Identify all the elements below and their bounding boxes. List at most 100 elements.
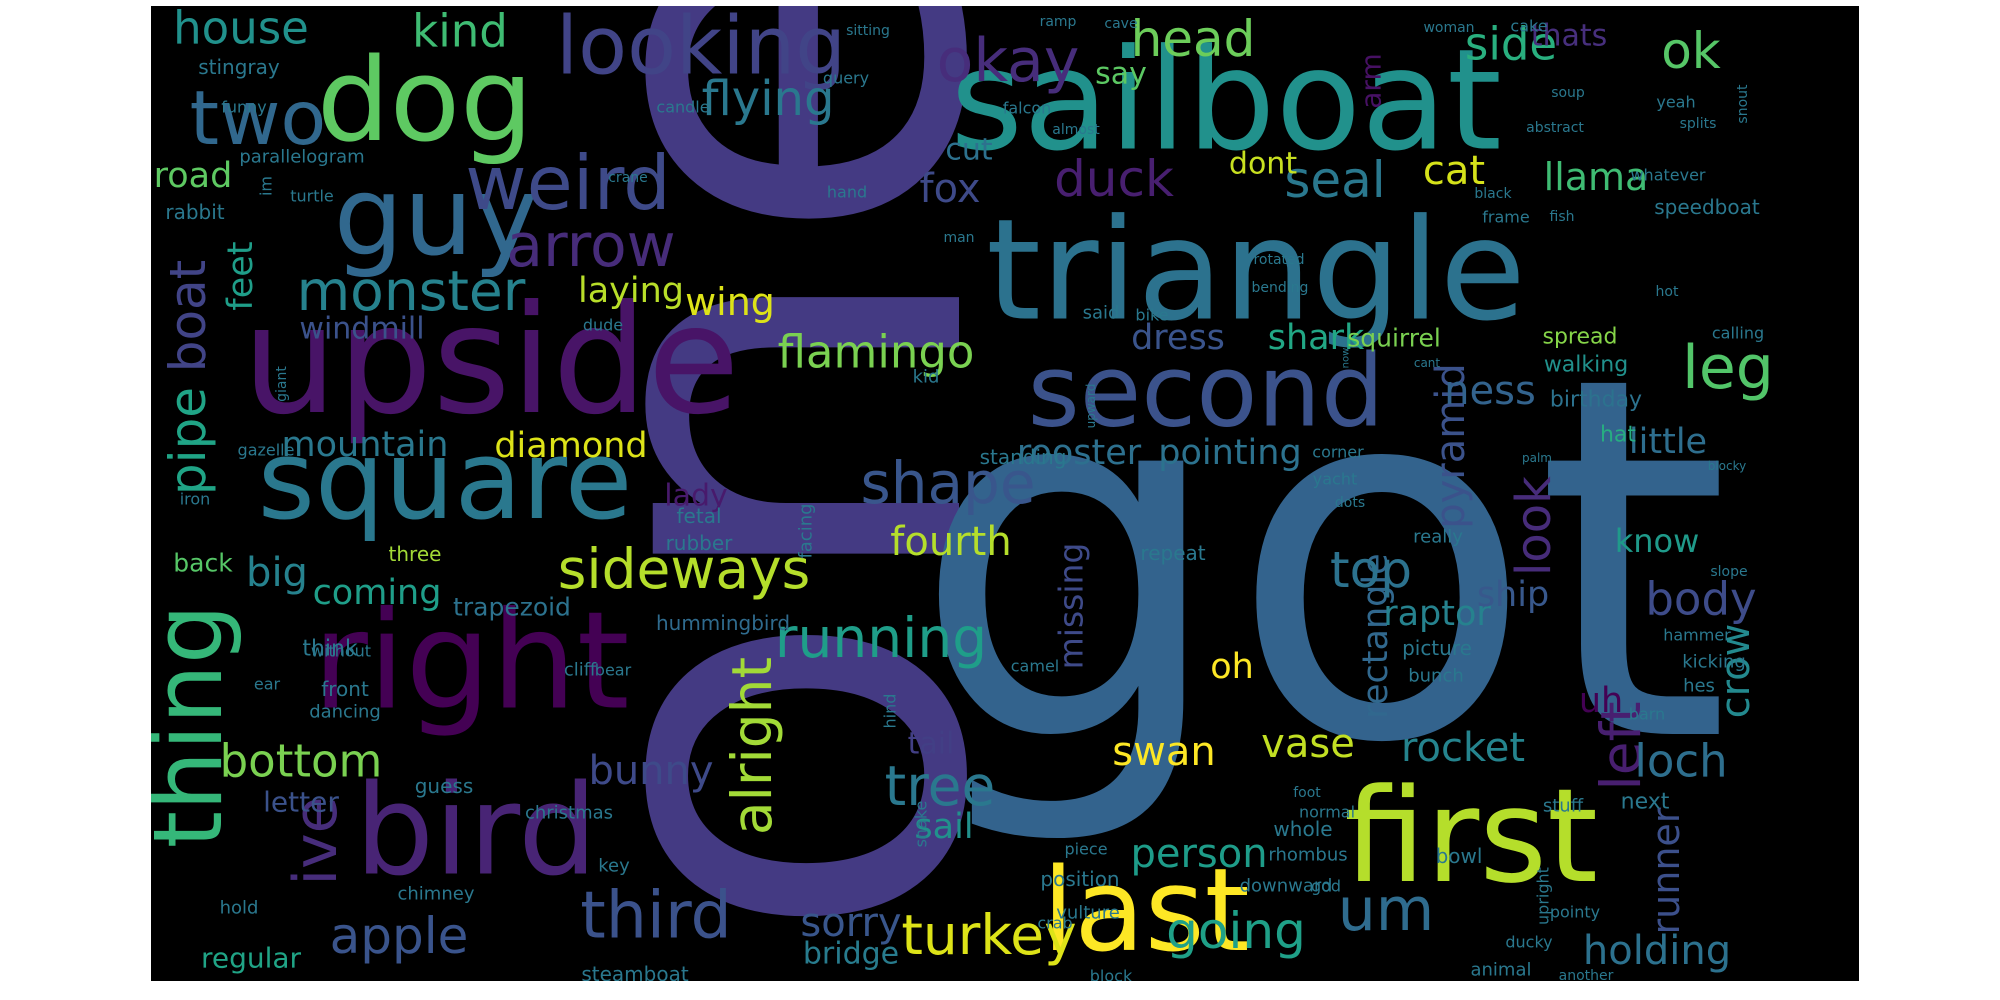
word-said: said: [1083, 303, 1120, 324]
word-fetal: fetal: [677, 504, 722, 528]
word-cave: cave: [1104, 16, 1137, 32]
word-snout: snout: [1735, 84, 1751, 124]
word-sorry: sorry: [800, 900, 901, 946]
word-foot: foot: [1293, 785, 1321, 801]
word-standing: standing: [980, 445, 1067, 469]
word-guy: guy: [334, 152, 539, 280]
word-upward: upward: [1084, 384, 1098, 429]
word-downward: downward: [1240, 876, 1333, 897]
word-soup: soup: [1551, 85, 1585, 101]
word-bike: bike: [1135, 306, 1168, 325]
word-really: really: [1413, 527, 1463, 548]
word-two: two: [190, 74, 327, 162]
word-animal: animal: [1470, 960, 1531, 981]
word-okay: okay: [937, 26, 1080, 96]
word-mountain: mountain: [282, 425, 449, 465]
word-person: person: [1130, 831, 1267, 877]
word-rhombus: rhombus: [1268, 845, 1347, 866]
word-shark: shark: [1268, 318, 1365, 358]
word-bird: bird: [355, 759, 598, 904]
word-fox: fox: [920, 166, 981, 212]
word-rectangle: rectangle: [1356, 553, 1396, 718]
word-windmill: windmill: [299, 312, 424, 347]
word-snake: snake: [912, 801, 931, 848]
word-vulture: vulture: [1056, 903, 1120, 924]
word-looking: looking: [556, 6, 846, 93]
word-fourth: fourth: [890, 519, 1011, 565]
word-yeah: yeah: [1656, 93, 1695, 112]
word-look: look: [1506, 476, 1562, 576]
word-rubber: rubber: [666, 531, 734, 555]
word-cant: cant: [1414, 356, 1441, 370]
word-guess: guess: [415, 774, 474, 798]
word-hot: hot: [1656, 284, 1679, 300]
word-rooster: rooster: [1017, 433, 1142, 473]
word-crab: crab: [1037, 914, 1072, 933]
word-picture: picture: [1402, 636, 1472, 660]
word-monster: monster: [297, 259, 526, 323]
word-key: key: [598, 856, 630, 877]
word-left: left: [1589, 701, 1653, 790]
word-uh: uh: [1579, 681, 1623, 721]
word-rabbit: rabbit: [165, 200, 224, 224]
word-upright: upright: [1534, 867, 1553, 925]
word-regular: regular: [201, 942, 302, 975]
word-crane: crane: [608, 170, 648, 186]
word-oh: oh: [1210, 647, 1254, 687]
word-squirrel: squirrel: [1347, 324, 1441, 353]
word-thats: thats: [1531, 19, 1608, 54]
word-yacht: yacht: [1313, 470, 1357, 489]
word-boat: boat: [159, 260, 217, 373]
word-bunny: bunny: [588, 748, 713, 794]
word-right: right: [312, 583, 629, 740]
word-walking: walking: [1544, 353, 1628, 378]
word-bear: bear: [595, 661, 632, 680]
word-cloud: one got sailboat triangle upside first right bi…: [151, 6, 1859, 981]
word-three: three: [389, 542, 442, 566]
word-triangle: triangle: [986, 190, 1526, 353]
word-kicking: kicking: [1682, 652, 1746, 673]
word-hat: hat: [1600, 423, 1636, 448]
word-now: now: [1341, 348, 1352, 369]
word-swan: swan: [1112, 729, 1215, 775]
word-crow: crow: [1713, 624, 1759, 719]
word-ducky: ducky: [1505, 933, 1552, 952]
word-third: third: [580, 879, 732, 954]
word-dress: dress: [1131, 318, 1225, 358]
word-one: one: [440, 6, 1092, 947]
word-sail: sail: [914, 807, 973, 847]
word-trapezoid: trapezoid: [453, 593, 571, 622]
word-second: second: [1028, 333, 1385, 450]
word-tree: tree: [885, 754, 996, 818]
word-got: got: [911, 270, 1730, 852]
word-rocket: rocket: [1401, 725, 1525, 771]
word-loch: loch: [1634, 735, 1727, 788]
word-arrow: arrow: [506, 211, 676, 281]
word-arm: arm: [1355, 53, 1388, 108]
word-birthday: birthday: [1550, 388, 1642, 413]
word-stingray: stingray: [198, 55, 280, 79]
word-cut: cut: [945, 133, 993, 168]
word-bowl: bowl: [1436, 844, 1483, 868]
word-front: front: [321, 677, 369, 701]
word-lady: lady: [664, 479, 728, 514]
word-square: square: [258, 416, 633, 544]
word-slope: slope: [1710, 564, 1747, 580]
word-whole: whole: [1273, 817, 1332, 841]
word-ive: ive: [281, 796, 351, 885]
word-spread: spread: [1543, 325, 1618, 350]
word-sailboat: sailboat: [950, 20, 1502, 183]
word-runner: runner: [1644, 807, 1688, 934]
word-kind: kind: [412, 6, 508, 58]
word-stuff: stuff: [1543, 796, 1584, 817]
word-dont: dont: [1229, 147, 1297, 182]
word-wing: wing: [685, 280, 775, 324]
word-bending: bending: [1252, 280, 1309, 296]
word-kid: kid: [913, 367, 940, 388]
word-ramp: ramp: [1040, 14, 1077, 30]
word-going: going: [1166, 902, 1306, 960]
word-funny: funny: [221, 98, 267, 117]
word-christmas: christmas: [525, 803, 613, 824]
word-cloud-canvas: onegotsailboattriangleupsidefirstrightbi…: [151, 6, 1774, 981]
word-speedboat: speedboat: [1654, 195, 1760, 219]
